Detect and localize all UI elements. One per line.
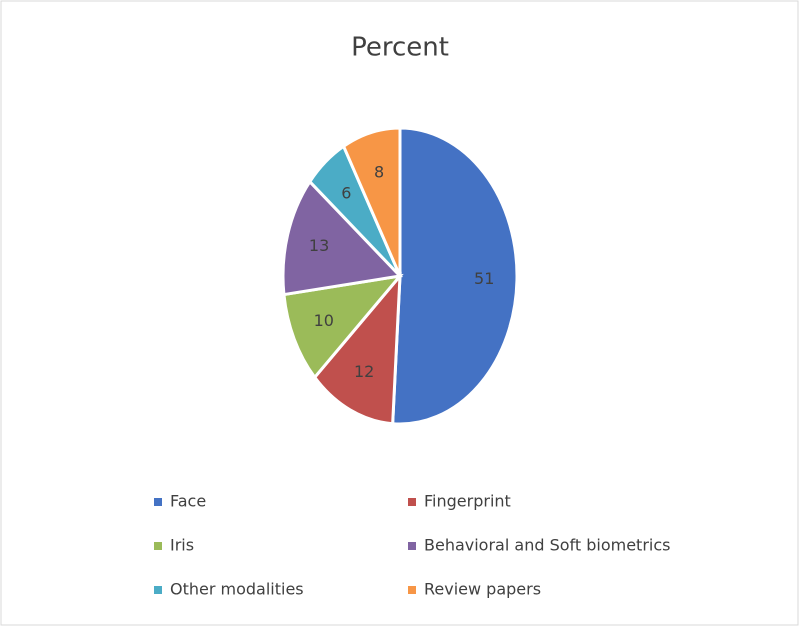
data-label: 13: [309, 236, 329, 255]
data-label: 51: [474, 269, 494, 288]
legend-label: Review papers: [424, 580, 541, 599]
legend-marker: [408, 498, 416, 506]
legend-label: Other modalities: [170, 580, 304, 599]
legend-marker: [154, 542, 162, 550]
data-label: 10: [314, 311, 334, 330]
legend-label: Fingerprint: [424, 492, 511, 511]
legend-label: Face: [170, 492, 206, 511]
chart-title: Percent: [351, 33, 449, 63]
pie-slice: [312, 271, 402, 426]
pie-slice: [282, 273, 404, 380]
pie-slice: [341, 126, 402, 277]
data-label: 6: [341, 183, 351, 202]
data-label: 8: [374, 162, 384, 181]
legend-label: Iris: [170, 536, 194, 555]
legend-marker: [408, 586, 416, 594]
legend-marker: [154, 498, 162, 506]
legend-marker: [154, 586, 162, 594]
data-label: 12: [354, 362, 374, 381]
legend-label: Behavioral and Soft biometrics: [424, 536, 670, 555]
pie-slice: [281, 179, 404, 297]
pie-slice: [391, 126, 519, 426]
legend-marker: [408, 542, 416, 550]
